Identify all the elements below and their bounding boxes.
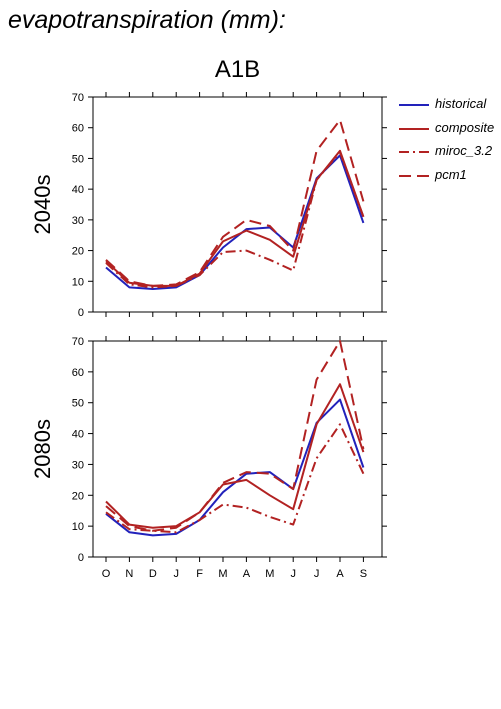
- legend-label-historical: historical: [435, 96, 487, 111]
- x-tick-label: O: [102, 568, 111, 580]
- legend-item-composite: composite: [398, 120, 501, 144]
- legend-swatch-composite: [399, 127, 429, 130]
- y-tick-label: 10: [72, 521, 84, 533]
- x-tick-label: M: [265, 568, 274, 580]
- legend-label-composite: composite: [435, 119, 495, 135]
- legend-item-miroc: miroc_3.2: [398, 143, 501, 167]
- legend: historical composite miroc_3.2 pcm1: [398, 96, 501, 190]
- y-tick-label: 50: [72, 153, 84, 165]
- y-tick-label: 70: [72, 336, 84, 348]
- y-tick-label: 0: [78, 307, 84, 319]
- y-tick-label: 70: [72, 92, 84, 104]
- x-tick-label: A: [336, 568, 344, 580]
- series-line-historical-2040s: [105, 154, 365, 290]
- x-tick-label: M: [218, 568, 227, 580]
- x-tick-label: J: [173, 568, 179, 580]
- y-tick-label: 40: [72, 429, 84, 441]
- panel-label-2040s: 2040s: [30, 175, 55, 235]
- y-tick-label: 20: [72, 246, 84, 258]
- legend-label-pcm1: pcm1: [435, 166, 467, 182]
- x-tick-label: D: [149, 568, 157, 580]
- panel-label-2080s: 2080s: [30, 419, 55, 479]
- legend-swatch-pcm1: [399, 174, 429, 177]
- legend-item-historical: historical: [398, 96, 501, 120]
- scenario-title: A1B: [214, 56, 261, 83]
- y-tick-label: 30: [72, 215, 84, 227]
- series-line-miroc-3-2-2080s: [105, 423, 365, 534]
- x-tick-label: N: [125, 568, 133, 580]
- series-line-composite-2080s: [105, 383, 365, 529]
- x-tick-label: A: [243, 568, 251, 580]
- x-tick-label: S: [360, 568, 367, 580]
- y-tick-label: 0: [78, 552, 84, 564]
- x-tick-label: J: [314, 568, 320, 580]
- series-line-composite-2040s: [105, 149, 365, 287]
- y-tick-label: 10: [72, 276, 84, 288]
- series-line-pcm1-2080s: [105, 340, 365, 532]
- y-tick-label: 40: [72, 184, 84, 196]
- y-tick-label: 50: [72, 398, 84, 410]
- legend-swatch-miroc: [399, 151, 429, 153]
- series-line-historical-2080s: [105, 398, 365, 537]
- series-line-pcm1-2040s: [105, 119, 365, 287]
- legend-item-pcm1: pcm1: [398, 167, 501, 191]
- x-tick-label: F: [196, 568, 203, 580]
- legend-label-miroc: miroc_3.2: [435, 143, 493, 158]
- y-tick-label: 60: [72, 123, 84, 135]
- y-tick-label: 30: [72, 459, 84, 471]
- page-title: evapotranspiration (mm):: [8, 6, 286, 34]
- y-tick-label: 60: [72, 367, 84, 379]
- plot-frame-2040s: [92, 96, 383, 313]
- legend-swatch-historical: [399, 104, 429, 106]
- y-tick-label: 20: [72, 490, 84, 502]
- x-tick-label: J: [290, 568, 296, 580]
- series-line-miroc-3-2-2040s: [105, 151, 365, 289]
- plot-frame-2080s: [92, 340, 383, 558]
